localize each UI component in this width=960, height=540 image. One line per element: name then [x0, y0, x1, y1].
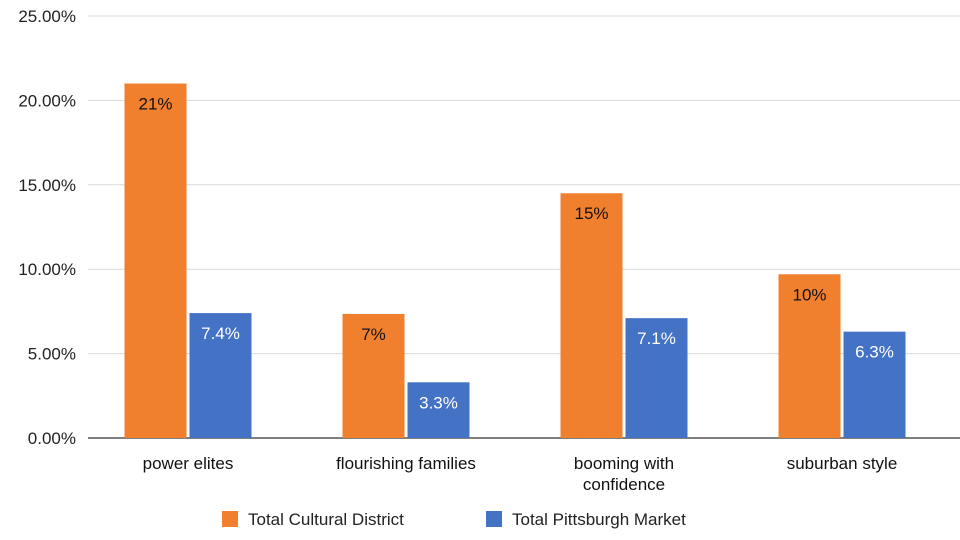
category-label: power elites	[143, 454, 234, 473]
legend-swatch	[486, 511, 502, 527]
x-axis-category-labels: power elites flourishing families booming …	[143, 454, 898, 494]
data-label: 6.3%	[855, 343, 894, 362]
y-tick-label: 5.00%	[28, 345, 76, 364]
data-label: 7.1%	[637, 329, 676, 348]
data-label: 7.4%	[201, 324, 240, 343]
data-label: 10%	[792, 285, 826, 304]
y-tick-label: 25.00%	[18, 7, 76, 26]
y-tick-label: 10.00%	[18, 260, 76, 279]
legend-label: Total Cultural District	[248, 510, 404, 529]
bar	[342, 313, 405, 438]
legend: Total Cultural District Total Pittsburgh …	[222, 510, 686, 529]
legend-label: Total Pittsburgh Market	[512, 510, 686, 529]
category-label: flourishing families	[336, 454, 476, 473]
bar	[407, 382, 470, 438]
bar	[124, 83, 187, 439]
y-axis-tick-labels: 0.00% 5.00% 10.00% 15.00% 20.00% 25.00%	[18, 7, 76, 448]
data-label: 15%	[574, 204, 608, 223]
y-tick-label: 15.00%	[18, 176, 76, 195]
y-tick-label: 20.00%	[18, 91, 76, 110]
legend-swatch	[222, 511, 238, 527]
data-label: 3.3%	[419, 393, 458, 412]
data-label: 21%	[138, 95, 172, 114]
bar	[560, 193, 623, 438]
y-tick-label: 0.00%	[28, 429, 76, 448]
bar	[189, 313, 252, 438]
category-label: suburban style	[787, 454, 898, 473]
data-labels: 21% 7.4% 7% 3.3% 15% 7.1% 10% 6.3%	[138, 95, 893, 413]
bar	[778, 274, 841, 438]
bar	[843, 331, 906, 438]
category-label: booming with confidence	[574, 454, 674, 494]
data-label: 7%	[361, 325, 386, 344]
bar	[625, 318, 688, 438]
bars	[124, 83, 906, 439]
